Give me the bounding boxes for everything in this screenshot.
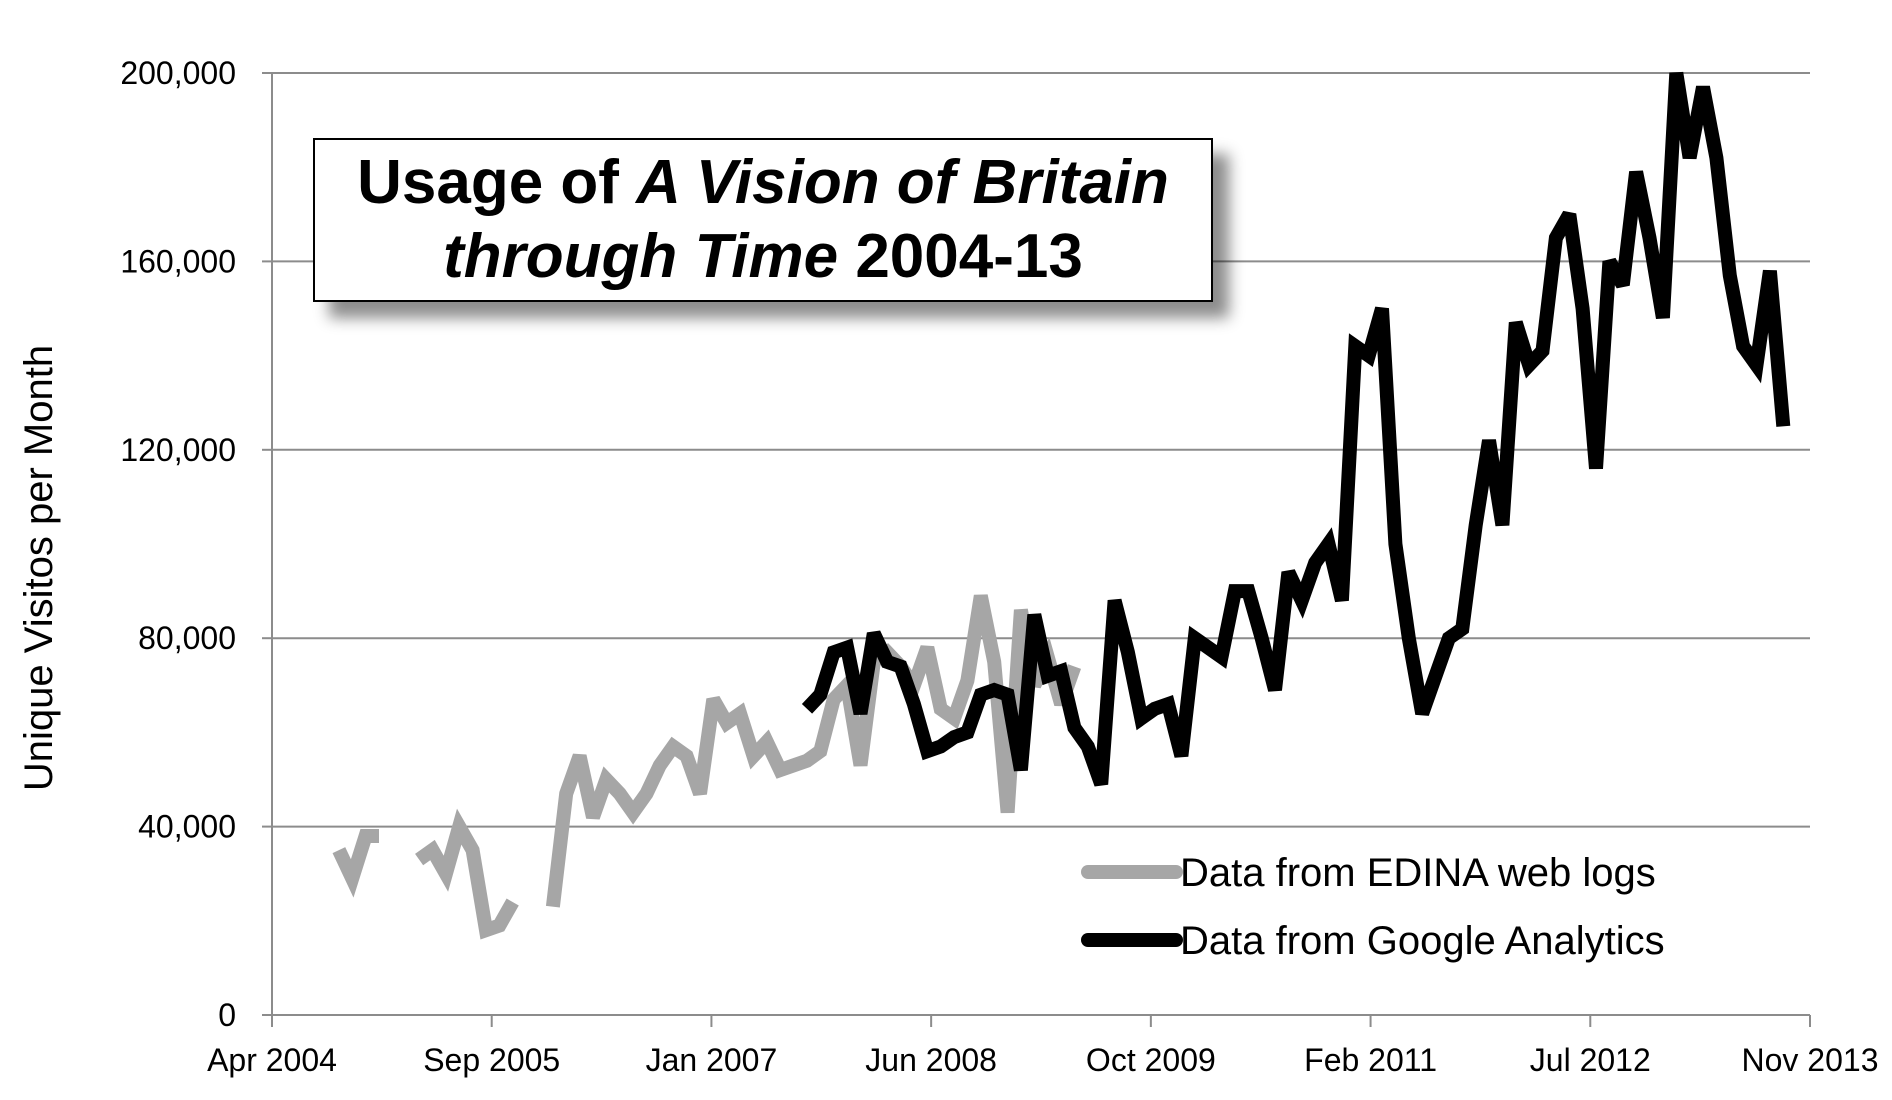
legend-label: Data from Google Analytics [1180, 919, 1665, 963]
y-tick-label: 0 [218, 997, 236, 1033]
x-tick-label: Jun 2008 [865, 1042, 997, 1078]
y-tick-label: 40,000 [138, 809, 236, 845]
legend-label: Data from EDINA web logs [1180, 851, 1656, 895]
series-lines [332, 71, 1791, 940]
x-tick-label: Feb 2011 [1304, 1042, 1437, 1078]
axes [271, 73, 1811, 1027]
x-tick-label: Jan 2007 [646, 1042, 778, 1078]
y-tick-label: 160,000 [120, 243, 236, 279]
title-italic-2: through Time [443, 222, 839, 291]
x-tick-label: Nov 2013 [1742, 1042, 1879, 1078]
series-line-2 [801, 71, 1791, 787]
title-italic-1: A Vision of Britain [636, 148, 1169, 217]
y-tick-label: 80,000 [138, 620, 236, 656]
x-tick-label: Apr 2004 [207, 1042, 337, 1078]
x-tick-label: Oct 2009 [1086, 1042, 1216, 1078]
y-tick-label: 120,000 [120, 432, 236, 468]
chart-title: Usage of A Vision of Britain through Tim… [313, 138, 1213, 302]
x-tick-labels: Apr 2004 Sep 2005 Jan 2007 Jun 2008 Oct 2009… [207, 1042, 1878, 1078]
gridlines [262, 72, 1810, 1016]
series-line-1 [332, 594, 1081, 940]
y-tick-labels: 0 40,000 80,000 120,000 160,000 200,000 [120, 55, 236, 1033]
y-tick-label: 200,000 [120, 55, 236, 91]
title-suffix: 2004-13 [838, 222, 1083, 291]
x-tick-label: Jul 2012 [1530, 1042, 1651, 1078]
title-prefix: Usage of [357, 148, 637, 217]
y-axis-label: Unique Visitos per Month [17, 345, 61, 791]
x-tick-label: Sep 2005 [423, 1042, 560, 1078]
legend: Data from EDINA web logs Data from Google… [1081, 851, 1665, 963]
